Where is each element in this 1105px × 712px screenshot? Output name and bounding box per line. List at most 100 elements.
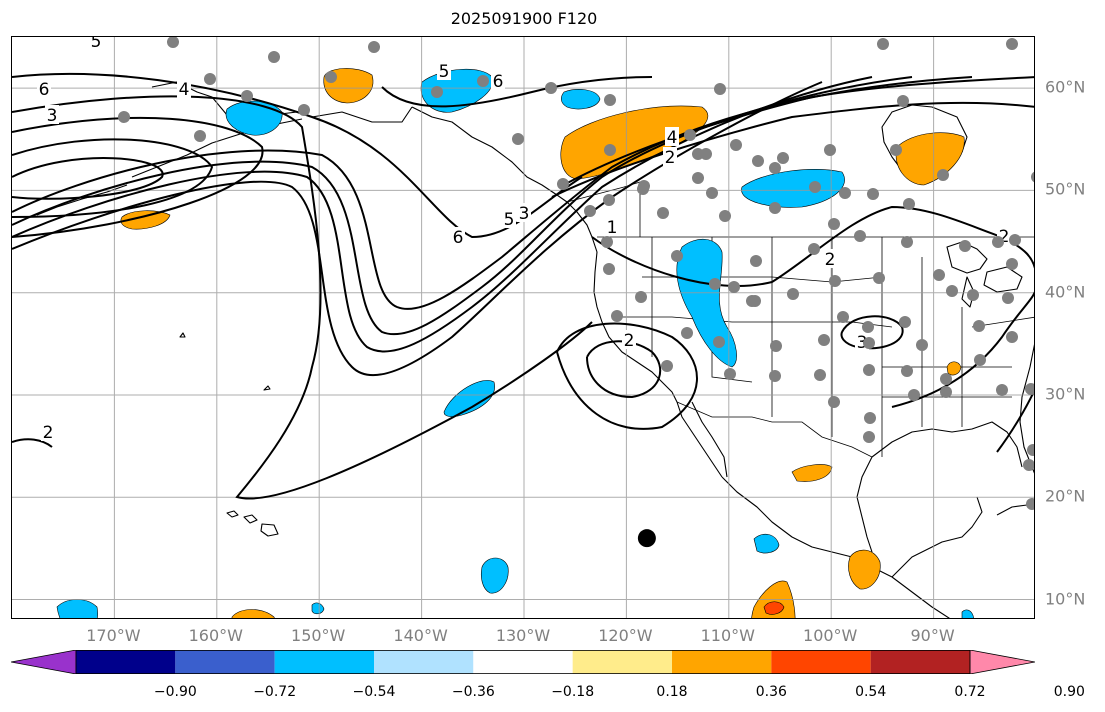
contour-label: 5 [439,62,450,82]
colorbar-segment [672,650,772,674]
station-dot [899,316,911,328]
lon-tick-label: 130°W [495,626,551,645]
colorbar-tick-label: −0.18 [551,684,595,700]
contour-label: 5 [91,37,102,52]
station-dot [604,144,616,156]
colorbar-segment [274,650,374,674]
negative-anomaly-region [561,89,601,110]
contour-label: 6 [39,80,50,100]
station-dot [601,236,613,248]
station-dot [903,198,915,210]
contour-label-bg [437,61,451,80]
contour-label-bg [37,79,51,98]
contour-label-bg [45,105,59,124]
contour-label-bg [177,79,191,98]
station-dot [839,187,851,199]
station-dot [545,82,557,94]
station-dot [118,111,130,123]
positive-anomaly-region [895,132,965,186]
station-dot [808,243,820,255]
station-dot [611,310,623,322]
contour-label: 3 [519,204,530,224]
station-dot [750,255,762,267]
station-dot [901,365,913,377]
colorbar-tick-label: 0.90 [1053,684,1085,700]
contour-label: 6 [493,72,504,92]
station-dot [890,144,902,156]
station-dot [769,370,781,382]
contour-label: 3 [47,106,58,126]
station-dot [724,368,736,380]
station-dot [1006,258,1018,270]
station-dot [933,269,945,281]
station-dot [824,144,836,156]
station-dot [863,431,875,443]
contour-label: 6 [453,228,464,248]
station-dot [241,90,253,102]
contour-label: 1 [607,218,618,238]
station-dot [828,218,840,230]
lon-tick-label: 100°W [803,626,858,645]
colorbar-frame [75,650,971,674]
colorbar-segment [374,650,474,674]
negative-anomaly-region [311,602,325,615]
station-dot [604,94,616,106]
station-dot [1027,444,1034,456]
station-dot [769,202,781,214]
colorbar-segment [572,650,672,674]
contour-label-bg [502,209,516,228]
station-dot [992,236,1004,248]
contour-label-bg [605,217,619,236]
colorbar-tick-label: 0.72 [954,684,986,700]
station-dot [584,205,596,217]
lat-tick-label: 30°N [1045,384,1086,404]
contour-label: 2 [43,423,54,443]
contour-label-bg [89,37,103,50]
colorbar-segment [473,650,573,674]
station-dot [298,104,310,116]
station-dot [746,295,758,307]
contour-label-bg [622,330,636,349]
station-dot [814,369,826,381]
lon-tick-label: 140°W [393,626,448,645]
station-dot [818,334,830,346]
contour-label-bg [665,127,679,146]
colorbar-tick-label: −0.90 [153,684,197,700]
contour-label-bg [451,227,465,246]
contour-label-bg [491,71,505,90]
station-dot [829,275,841,287]
positive-anomaly-region [946,361,962,376]
station-dot [268,51,280,63]
colorbar-tick-label: 0.54 [855,684,887,700]
lon-tick-label: 150°W [291,626,346,645]
station-dot [1009,234,1021,246]
station-dot [996,384,1008,396]
colorbar-segment [175,650,275,674]
station-dot [973,320,985,332]
station-dot [809,181,821,193]
positive-anomaly-region [791,464,833,482]
lon-tick-label: 120°W [598,626,653,645]
contour-label: 2 [624,331,635,351]
colorbar-tick-label: −0.72 [253,684,297,700]
lon-tick-label: 160°W [188,626,243,645]
positive-anomaly-region [848,549,881,590]
station-dot [863,364,875,376]
contour-label-bg [823,249,837,268]
colorbar-tick-label: 0.36 [755,684,787,700]
lat-tick-label: 50°N [1045,179,1086,199]
colorbar-tick-label: 0.18 [656,684,688,700]
station-dot [940,373,952,385]
station-markers [118,37,1034,510]
negative-anomaly-region [56,599,98,618]
station-dot [603,263,615,275]
station-dot [908,389,920,401]
lat-tick-label: 60°N [1045,77,1086,97]
positive-anomaly-region [231,609,275,618]
lat-lon-grid [12,37,1034,618]
colorbar [11,650,1035,674]
contour-label-bg [663,147,677,166]
station-dot [657,207,669,219]
colorbar-tick-label: −0.54 [352,684,396,700]
contour-label: 3 [857,333,868,353]
